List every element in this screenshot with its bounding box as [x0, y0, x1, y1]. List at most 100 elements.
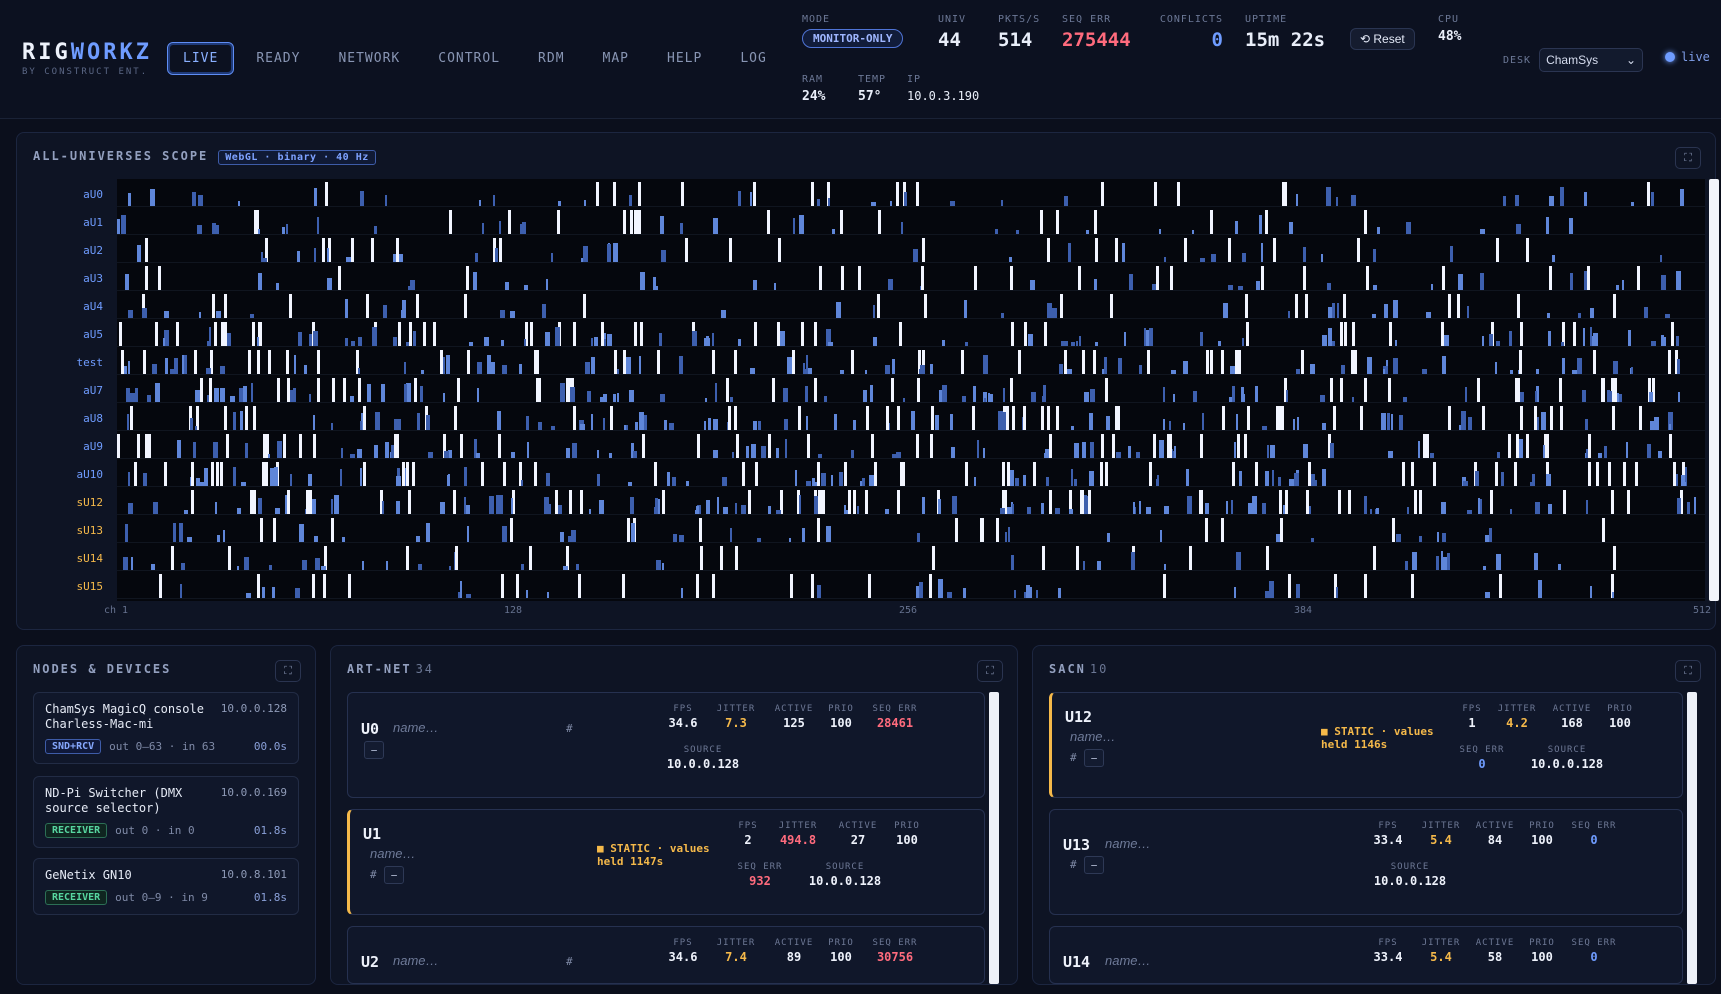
live-toggle[interactable]: live [1665, 50, 1710, 64]
sacn-expand-icon[interactable]: ⛶ [1675, 660, 1701, 682]
scope-bar [634, 322, 637, 346]
universe-name-input[interactable]: name… [1105, 953, 1151, 968]
tab-ready[interactable]: READY [256, 51, 301, 66]
scope-bar [1266, 546, 1269, 570]
scope-bar [1586, 500, 1588, 514]
scope-bar [738, 339, 741, 346]
universe-card-u14[interactable]: U14 name… FPS 33.4 JITTER 5.4 ACTIVE 58 PRI… [1049, 926, 1683, 984]
scope-bar [546, 473, 550, 486]
scope-bar [1465, 387, 1467, 402]
scope-bar [542, 304, 546, 318]
scope-bar [358, 368, 360, 374]
scope-bar [522, 222, 526, 234]
scope-bar [1153, 434, 1156, 458]
live-label: live [1681, 50, 1710, 64]
node-card[interactable]: ChamSys MagicQ console Charless-Mac-mi 1… [33, 692, 299, 764]
universe-name-input[interactable]: name… [1105, 836, 1151, 851]
scope-bar [828, 342, 833, 346]
scope-bar [900, 462, 903, 486]
remove-button[interactable]: − [1084, 856, 1104, 874]
scope-bar [446, 355, 450, 374]
scope-bar [817, 585, 821, 598]
scope-bar [832, 229, 835, 234]
tab-control[interactable]: CONTROL [438, 51, 501, 66]
sacn-scrollbar[interactable] [1687, 692, 1697, 984]
scope-bar [128, 193, 131, 206]
reset-button[interactable]: ⟲ Reset [1350, 28, 1415, 50]
universe-card-u1[interactable]: U1 name… # − ■ STATIC · values held 1147… [347, 809, 985, 915]
tab-log[interactable]: LOG [740, 51, 767, 66]
scope-bar [262, 587, 265, 598]
scope-expand-icon[interactable]: ⛶ [1675, 147, 1701, 169]
universe-card-u13[interactable]: U13 name… # − FPS 33.4 JITTER 5.4 ACTIVE 84… [1049, 809, 1683, 915]
scope-bar [143, 473, 147, 486]
universe-card-u0[interactable]: U0 name… # − FPS 34.6 JITTER 7.3 ACTIVE 125… [347, 692, 985, 798]
scope-bar [1259, 215, 1262, 234]
remove-button[interactable]: − [364, 741, 384, 759]
tab-help[interactable]: HELP [667, 51, 703, 66]
universe-card-u2[interactable]: U2 name… # FPS 34.6 JITTER 7.4 ACTIVE 89 PR… [347, 926, 985, 984]
scope-bar [807, 434, 810, 458]
nodes-expand-icon[interactable]: ⛶ [275, 660, 301, 682]
scope-bar [207, 341, 211, 346]
scope-bar [237, 566, 239, 570]
desk-select[interactable]: ChamSys ⌄ [1539, 48, 1644, 72]
scope-bar [177, 440, 181, 458]
node-card[interactable]: GeNetix GN10 10.0.8.101 RECEIVER out 0–9… [33, 858, 299, 915]
remove-button[interactable]: − [1084, 749, 1104, 767]
scope-bar [1676, 336, 1679, 346]
universe-id: U13 [1063, 836, 1091, 854]
scope-bar [811, 574, 814, 598]
scope-bar [1079, 336, 1081, 346]
scope-bar [276, 283, 279, 290]
tab-network[interactable]: NETWORK [338, 51, 401, 66]
metric-active-value: 58 [1487, 950, 1503, 964]
scope-bar [1159, 440, 1164, 458]
metric-fps: FPS 34.6 [663, 938, 703, 964]
scope-bar [1583, 328, 1585, 346]
universe-name-input[interactable]: name… [393, 720, 439, 735]
scope-bar [1616, 285, 1619, 290]
scope-bar [1284, 378, 1287, 402]
universe-name-input[interactable]: name… [370, 846, 416, 861]
tab-live[interactable]: LIVE [167, 42, 235, 75]
scope-bar [1160, 530, 1162, 542]
node-io: out 0 · in 0 [115, 824, 195, 837]
metric-jitter-value: 7.3 [725, 716, 747, 730]
scope-bar [464, 497, 466, 514]
scope-scrollbar[interactable] [1709, 179, 1719, 601]
node-card[interactable]: ND-Pi Switcher (DMX source selector) 10.… [33, 776, 299, 848]
scope-bar [1480, 229, 1485, 234]
scope-bar [220, 462, 223, 486]
scope-bar [538, 378, 541, 402]
scope-bar [569, 490, 572, 514]
scope-bar [476, 453, 480, 458]
tab-map[interactable]: MAP [602, 51, 630, 66]
scope-bar [1360, 406, 1363, 430]
scope-bar [772, 378, 775, 402]
scope-bar [1244, 434, 1247, 458]
metric-fps-value: 2 [744, 833, 752, 847]
scope-bar [631, 523, 635, 542]
artnet-scrollbar[interactable] [989, 692, 999, 984]
remove-button[interactable]: − [384, 866, 404, 884]
metric-jitter-label: JITTER [778, 821, 818, 831]
scope-bar [1042, 546, 1045, 570]
scope-bar [117, 434, 120, 458]
scope-bar [253, 406, 256, 430]
artnet-expand-icon[interactable]: ⛶ [977, 660, 1003, 682]
universe-name-input[interactable]: name… [393, 953, 439, 968]
scope-bar [840, 370, 844, 374]
scope-bar [547, 592, 549, 598]
scope-bar [1480, 499, 1482, 514]
scope-bar [573, 322, 576, 346]
scope-bar [568, 536, 571, 542]
scope-bar [858, 266, 861, 290]
universe-name-input[interactable]: name… [1070, 729, 1116, 744]
scope-bar [1239, 471, 1242, 486]
universe-card-u12[interactable]: U12 name… # − ■ STATIC · values held 114… [1049, 692, 1683, 798]
scope-bar [1671, 322, 1674, 346]
scope-bar [1562, 322, 1565, 346]
scope-bar [583, 294, 586, 318]
tab-rdm[interactable]: RDM [538, 51, 565, 66]
